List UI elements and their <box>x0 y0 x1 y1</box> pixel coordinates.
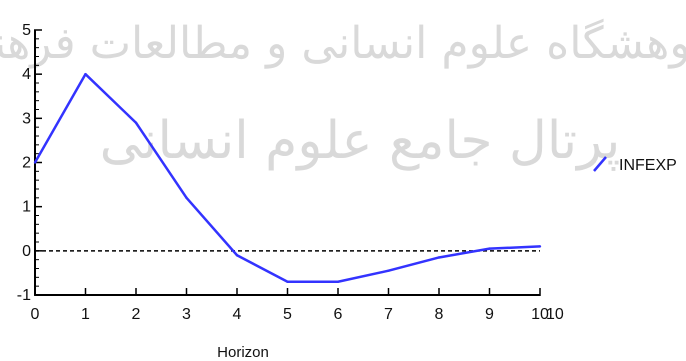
data-point <box>538 245 542 248</box>
data-point <box>387 269 390 272</box>
y-tick-label: 2 <box>22 155 31 172</box>
x-tick-label: 6 <box>334 306 343 323</box>
data-point <box>33 161 37 164</box>
y-tick-label: 5 <box>22 22 31 39</box>
x-tick-label: 10 <box>531 306 549 323</box>
y-tick-label: 0 <box>22 243 31 260</box>
legend-label: INFEXP <box>619 157 677 174</box>
y-tick-label: 4 <box>22 66 31 83</box>
x-tick-label: 7 <box>384 306 393 323</box>
watermark-line2: پرتال جامع علوم انسانی <box>100 111 621 171</box>
data-point <box>437 256 441 259</box>
y-tick-label: 1 <box>22 199 31 216</box>
data-point <box>84 72 87 76</box>
watermark: پژوهشگاه علوم انسانی و مطالعات فرهنگی پر… <box>0 18 686 171</box>
x-extra-tick-label: 10 <box>546 306 564 323</box>
x-tick-label: 3 <box>182 306 191 323</box>
x-axis-title: Horizon <box>217 344 269 361</box>
data-point <box>134 121 138 124</box>
x-tick-label: 1 <box>81 306 90 323</box>
x-tick-label: 4 <box>233 306 242 323</box>
data-point <box>235 254 239 257</box>
x-tick-label: 8 <box>435 306 444 323</box>
y-tick-label: -1 <box>17 287 31 304</box>
x-tick-label: 5 <box>283 306 292 323</box>
data-point <box>286 280 289 283</box>
data-point <box>488 247 491 250</box>
data-point <box>185 196 188 200</box>
legend-swatch <box>593 156 607 172</box>
x-tick-label: 0 <box>31 306 40 323</box>
x-tick-label: 9 <box>485 306 494 323</box>
x-tick-label: 2 <box>132 306 141 323</box>
watermark-line1: پژوهشگاه علوم انسانی و مطالعات فرهنگی <box>0 18 686 69</box>
data-point <box>336 280 340 283</box>
y-tick-label: 3 <box>22 110 31 127</box>
